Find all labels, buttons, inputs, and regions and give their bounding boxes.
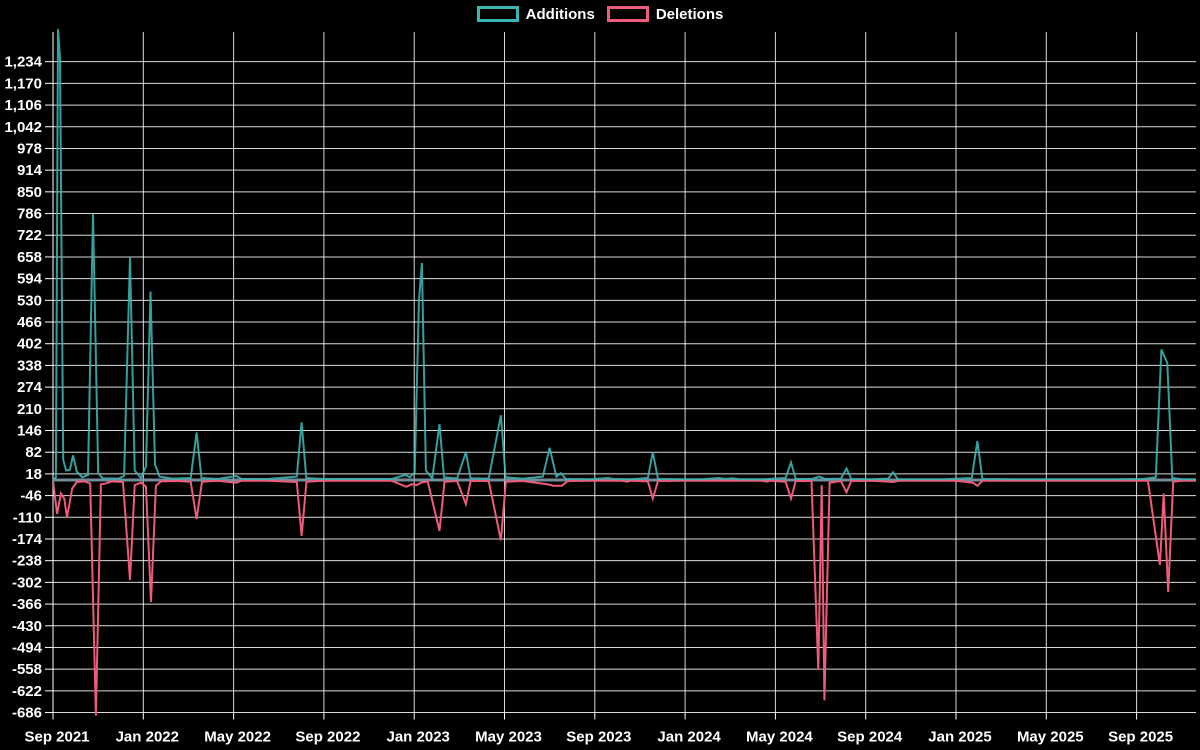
- x-tick-label: May 2025: [1017, 729, 1084, 746]
- y-tick-label: 82: [25, 444, 42, 461]
- x-tick-label: Sep 2025: [1108, 729, 1173, 746]
- y-tick-label: 786: [17, 206, 42, 223]
- y-tick-label: -494: [12, 639, 43, 656]
- x-tick-label: Jan 2022: [116, 729, 179, 746]
- y-tick-label: -110: [13, 509, 42, 526]
- x-tick-label: Sep 2021: [24, 729, 89, 746]
- x-tick-label: Jan 2025: [928, 729, 991, 746]
- y-tick-label: 978: [17, 140, 42, 157]
- x-tick-label: Jan 2023: [387, 729, 450, 746]
- y-tick-label: 338: [17, 357, 42, 374]
- y-tick-label: 1,170: [4, 75, 42, 92]
- y-tick-label: 274: [17, 379, 43, 396]
- x-tick-label: Jan 2024: [657, 729, 721, 746]
- y-tick-label: -366: [12, 596, 42, 613]
- y-tick-label: -430: [12, 618, 42, 635]
- x-tick-label: May 2023: [475, 729, 542, 746]
- x-tick-label: Sep 2024: [837, 729, 903, 746]
- x-tick-label: May 2024: [746, 729, 813, 746]
- x-tick-label: May 2022: [204, 729, 271, 746]
- y-tick-label: 594: [17, 271, 43, 288]
- y-tick-label: 210: [17, 401, 42, 418]
- y-tick-label: 1,042: [4, 119, 42, 136]
- y-tick-label: -174: [12, 531, 43, 548]
- x-tick-label: Sep 2023: [566, 729, 631, 746]
- chart-legend: Additions Deletions: [0, 6, 1200, 22]
- additions-swatch-icon: [476, 6, 519, 22]
- x-tick-label: Sep 2022: [295, 729, 360, 746]
- series-line-deletions: [53, 479, 1196, 716]
- y-tick-label: 18: [25, 466, 42, 483]
- legend-label-deletions: Deletions: [655, 5, 724, 23]
- y-tick-label: 466: [17, 314, 42, 331]
- y-tick-label: 850: [17, 184, 42, 201]
- y-tick-label: 1,234: [4, 54, 42, 71]
- deletions-swatch-icon: [606, 6, 649, 22]
- y-tick-label: 146: [17, 423, 42, 440]
- y-tick-label: -302: [12, 574, 42, 591]
- y-tick-label: 658: [17, 249, 42, 266]
- y-tick-label: -558: [12, 661, 42, 678]
- y-tick-label: 1,106: [4, 97, 42, 114]
- legend-item-deletions[interactable]: Deletions: [606, 5, 724, 23]
- y-tick-label: -238: [12, 553, 42, 570]
- y-tick-label: 914: [17, 162, 43, 179]
- y-tick-label: -46: [20, 488, 42, 505]
- y-tick-label: 722: [17, 227, 42, 244]
- series-line-additions: [53, 29, 1196, 481]
- y-tick-label: 402: [17, 336, 42, 353]
- y-tick-label: -686: [12, 705, 42, 722]
- y-tick-label: -622: [12, 683, 42, 700]
- y-tick-label: 530: [17, 292, 42, 309]
- legend-label-additions: Additions: [525, 5, 595, 23]
- legend-item-additions[interactable]: Additions: [476, 5, 595, 23]
